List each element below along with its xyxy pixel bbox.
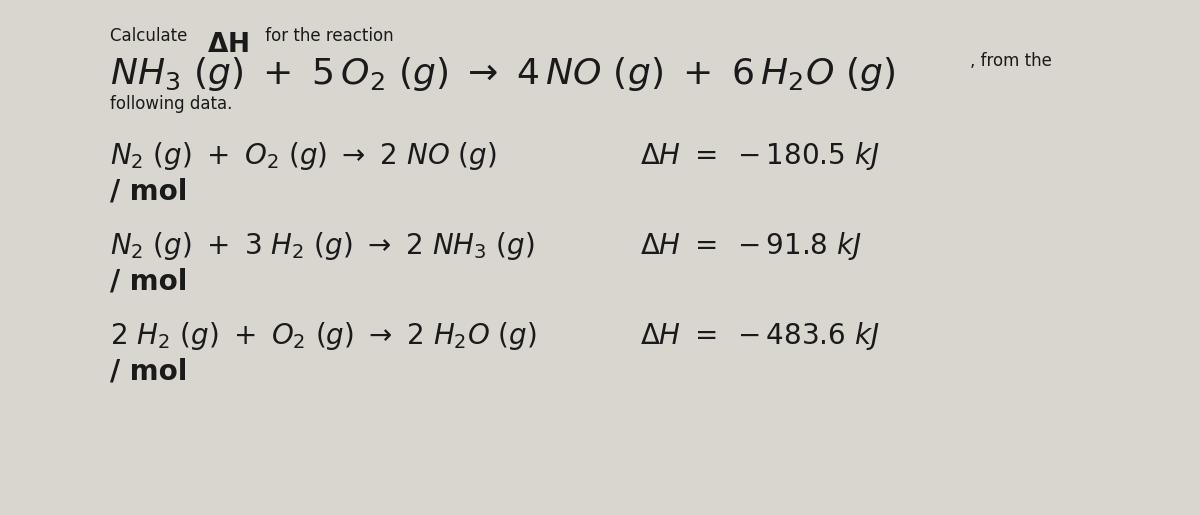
Text: , from the: , from the <box>970 52 1052 70</box>
Text: / mol: / mol <box>110 357 187 385</box>
Text: for the reaction: for the reaction <box>260 27 394 45</box>
Text: following data.: following data. <box>110 95 233 113</box>
Text: $\Delta H\ =\ -91.8\ kJ$: $\Delta H\ =\ -91.8\ kJ$ <box>640 230 862 262</box>
Text: $N_2\ (g)\ +\ O_2\ (g)\ \rightarrow\ 2\ NO\ (g)$: $N_2\ (g)\ +\ O_2\ (g)\ \rightarrow\ 2\ … <box>110 140 497 172</box>
Text: $2\ H_2\ (g)\ +\ O_2\ (g)\ \rightarrow\ 2\ H_2O\ (g)$: $2\ H_2\ (g)\ +\ O_2\ (g)\ \rightarrow\ … <box>110 320 536 352</box>
Text: / mol: / mol <box>110 267 187 295</box>
Text: / mol: / mol <box>110 177 187 205</box>
Text: $\Delta H\ =\ -180.5\ kJ$: $\Delta H\ =\ -180.5\ kJ$ <box>640 140 880 172</box>
Text: $N_2\ (g)\ +\ 3\ H_2\ (g)\ \rightarrow\ 2\ NH_3\ (g)$: $N_2\ (g)\ +\ 3\ H_2\ (g)\ \rightarrow\ … <box>110 230 535 262</box>
Text: $\mathbf{\Delta H}$: $\mathbf{\Delta H}$ <box>208 32 250 58</box>
Text: Calculate: Calculate <box>110 27 193 45</box>
Text: $\Delta H\ =\ -483.6\ kJ$: $\Delta H\ =\ -483.6\ kJ$ <box>640 320 880 352</box>
Text: $\mathit{NH_3}\ \mathit{(g)}\ +\ \mathit{5\,O_2}\ \mathit{(g)}\ \rightarrow\ \ma: $\mathit{NH_3}\ \mathit{(g)}\ +\ \mathit… <box>110 55 895 93</box>
